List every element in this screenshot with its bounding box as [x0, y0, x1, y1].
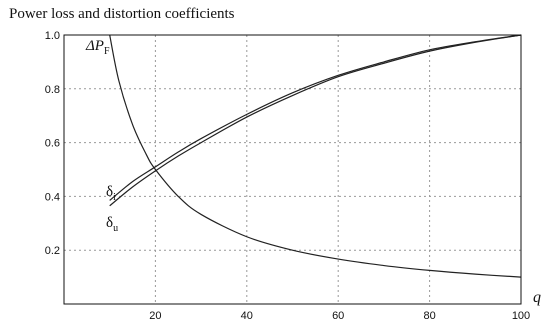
y-tick-label: 0.2 — [45, 245, 60, 257]
series-delta-i-line — [109, 34, 522, 201]
plot-frame — [63, 34, 522, 305]
series-group — [109, 34, 522, 278]
x-tick-label: 60 — [332, 310, 344, 322]
tick-labels: 20 40 60 80 100 0.2 0.4 0.6 0.8 1.0 q — [45, 30, 541, 322]
chart-title: Power loss and distortion coefficients — [9, 6, 235, 22]
x-tick-label: 40 — [241, 310, 253, 322]
label-delta-i: δi — [106, 184, 116, 203]
y-tick-label: 0.6 — [45, 138, 60, 150]
label-delta-u: δu — [106, 215, 118, 234]
x-tick-label: 20 — [149, 310, 161, 322]
y-tick-label: 0.8 — [45, 84, 60, 96]
series-delta-p-f-line — [109, 34, 522, 278]
series-labels: ΔPF δi δu — [85, 38, 118, 234]
x-axis-label: q — [533, 289, 541, 306]
label-delta-p-f: ΔPF — [85, 38, 110, 57]
series-delta-u-line — [109, 34, 522, 207]
x-tick-label: 80 — [423, 310, 435, 322]
y-tick-label: 0.4 — [45, 191, 60, 203]
plot-area — [64, 35, 521, 304]
y-tick-label: 1.0 — [45, 30, 60, 42]
x-tick-label: 100 — [512, 310, 530, 322]
